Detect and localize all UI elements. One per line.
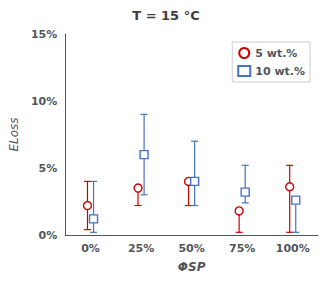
svg-text:100%: 100% — [276, 242, 310, 255]
svg-text:10 wt.%: 10 wt.% — [255, 65, 305, 78]
svg-text:15%: 15% — [31, 28, 57, 41]
svg-text:ΦSP: ΦSP — [178, 260, 206, 274]
svg-text:5 wt.%: 5 wt.% — [255, 47, 297, 60]
svg-text:ELoss: ELoss — [7, 117, 21, 151]
svg-text:50%: 50% — [178, 242, 204, 255]
svg-text:T = 15 °C: T = 15 °C — [132, 8, 199, 23]
svg-text:10%: 10% — [31, 95, 57, 108]
svg-text:25%: 25% — [128, 242, 154, 255]
svg-text:5%: 5% — [39, 162, 58, 175]
svg-text:75%: 75% — [229, 242, 255, 255]
svg-text:0%: 0% — [81, 242, 100, 255]
svg-text:0%: 0% — [39, 229, 58, 242]
